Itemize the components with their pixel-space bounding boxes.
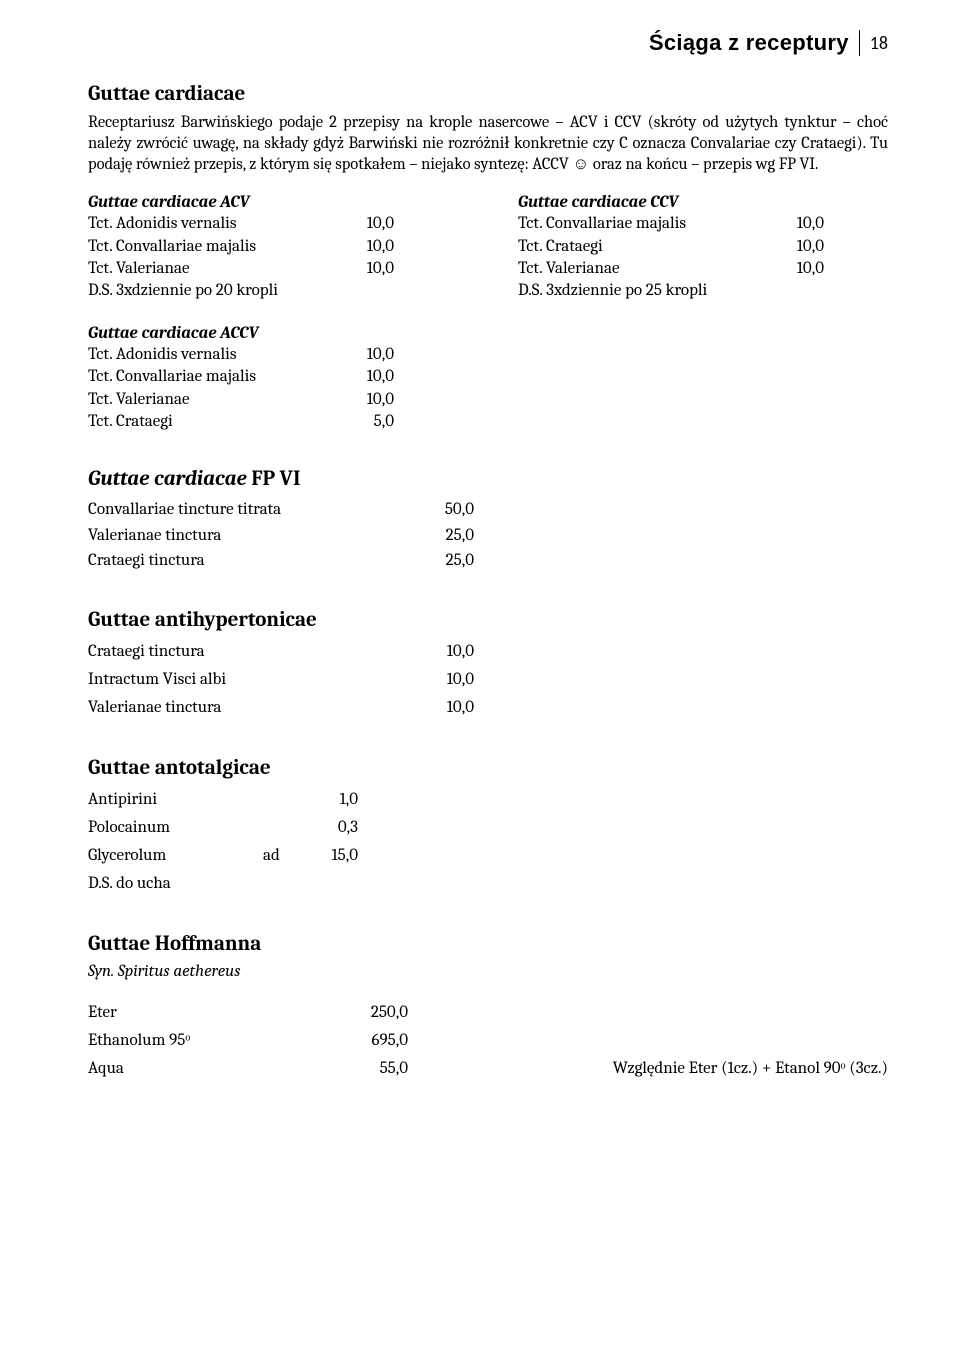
ingredient-label: Polocainum: [88, 814, 298, 842]
ingredient-label: Intractum Visci albi: [88, 666, 428, 694]
ingredient-label: Valerianae tinctura: [88, 694, 428, 722]
recipe-title-ccv: Guttae cardiacae CCV: [518, 193, 888, 212]
recipe-title-accv: Guttae cardiacae ACCV: [88, 324, 888, 343]
ingredient-value: 10,0: [428, 638, 474, 666]
ingredient-value: 10,0: [348, 389, 394, 411]
ingredient-value: 25,0: [428, 523, 474, 549]
ingredient-label: Tct. Valerianae: [88, 389, 348, 411]
ingredient-label: Tct. Adonidis vernalis: [88, 213, 348, 235]
ingredient-label: Crataegi tinctura: [88, 548, 428, 574]
ingredient-label: Tct. Adonidis vernalis: [88, 344, 348, 366]
dosage-note: D.S. do ucha: [88, 870, 888, 898]
ingredient-value: 50,0: [428, 497, 474, 523]
header-title: Ściąga z receptury: [649, 30, 849, 56]
ingredient-label: Tct. Valerianae: [518, 258, 778, 280]
page-number: 18: [870, 32, 888, 54]
ingredient-label: Glycerolum: [88, 842, 263, 870]
ingredient-value: 0,3: [298, 814, 358, 842]
recipe-fpvi: Convallariae tincture titrata50,0 Valeri…: [88, 497, 888, 574]
ingredient-value: 25,0: [428, 548, 474, 574]
ingredient-value: 10,0: [778, 236, 824, 258]
ingredient-value: 55,0: [348, 1055, 408, 1083]
ingredient-value: 10,0: [428, 666, 474, 694]
recipe-hoffmanna: Eter250,0 Ethanolum 95ᵒ695,0 Aqua 55,0 W…: [88, 999, 888, 1083]
page-header: Ściąga z receptury 18: [88, 30, 888, 56]
alternative-note: Względnie Eter (1cz.) + Etanol 90ᵒ (3cz.…: [613, 1055, 888, 1083]
section-title-antihypertonicae: Guttae antihypertonicae: [88, 608, 888, 632]
recipe-antotalgicae: Antipirini1,0 Polocainum0,3 Glycerolumad…: [88, 786, 888, 898]
recipe-acv: Guttae cardiacae ACV Tct. Adonidis verna…: [88, 193, 458, 299]
ingredient-label: Eter: [88, 999, 348, 1027]
header-separator: [859, 30, 860, 56]
section-title-fpvi: Guttae cardiacae FP VI: [88, 467, 888, 491]
section-title-hoffmanna: Guttae Hoffmanna: [88, 932, 888, 956]
ingredient-value: 1,0: [298, 786, 358, 814]
ingredient-value: 10,0: [348, 258, 394, 280]
intro-paragraph: Receptariusz Barwińskiego podaje 2 przep…: [88, 112, 888, 175]
ingredient-ad: ad: [263, 842, 298, 870]
ingredient-label: Crataegi tinctura: [88, 638, 428, 666]
fpvi-title-suffix: FP VI: [247, 467, 301, 491]
ingredient-value: 10,0: [428, 694, 474, 722]
ingredient-label: Valerianae tinctura: [88, 523, 428, 549]
dosage-note: D.S. 3xdziennie po 20 kropli: [88, 281, 458, 300]
ingredient-value: 10,0: [348, 366, 394, 388]
ingredient-value: 15,0: [298, 842, 358, 870]
dosage-note: D.S. 3xdziennie po 25 kropli: [518, 281, 888, 300]
section-title-antotalgicae: Guttae antotalgicae: [88, 756, 888, 780]
ingredient-label: Tct. Valerianae: [88, 258, 348, 280]
ingredient-label: Convallariae tincture titrata: [88, 497, 428, 523]
ingredient-label: Ethanolum 95ᵒ: [88, 1027, 348, 1055]
ingredient-value: 10,0: [778, 258, 824, 280]
ingredient-label: Tct. Convallariae majalis: [518, 213, 778, 235]
ingredient-label: Aqua: [88, 1055, 348, 1083]
ingredient-value: 250,0: [348, 999, 408, 1027]
synonym-line: Syn. Spiritus aethereus: [88, 962, 888, 981]
ingredient-value: 10,0: [348, 344, 394, 366]
ingredient-value: 10,0: [778, 213, 824, 235]
recipe-ccv: Guttae cardiacae CCV Tct. Convallariae m…: [518, 193, 888, 299]
ingredient-value: 5,0: [348, 411, 394, 433]
ingredient-value: 10,0: [348, 213, 394, 235]
recipe-antihypertonicae: Crataegi tinctura10,0 Intractum Visci al…: [88, 638, 888, 722]
section-title-cardiacae: Guttae cardiacae: [88, 82, 888, 106]
recipe-title-acv: Guttae cardiacae ACV: [88, 193, 458, 212]
ingredient-label: Tct. Crataegi: [518, 236, 778, 258]
ingredient-value: 10,0: [348, 236, 394, 258]
ingredient-label: Tct. Convallariae majalis: [88, 236, 348, 258]
ingredient-label: Antipirini: [88, 786, 298, 814]
ingredient-value: 695,0: [348, 1027, 408, 1055]
fpvi-title-prefix: Guttae cardiacae: [88, 467, 247, 491]
recipe-accv: Guttae cardiacae ACCV Tct. Adonidis vern…: [88, 324, 888, 434]
ingredient-label: Tct. Convallariae majalis: [88, 366, 348, 388]
ingredient-label: Tct. Crataegi: [88, 411, 348, 433]
